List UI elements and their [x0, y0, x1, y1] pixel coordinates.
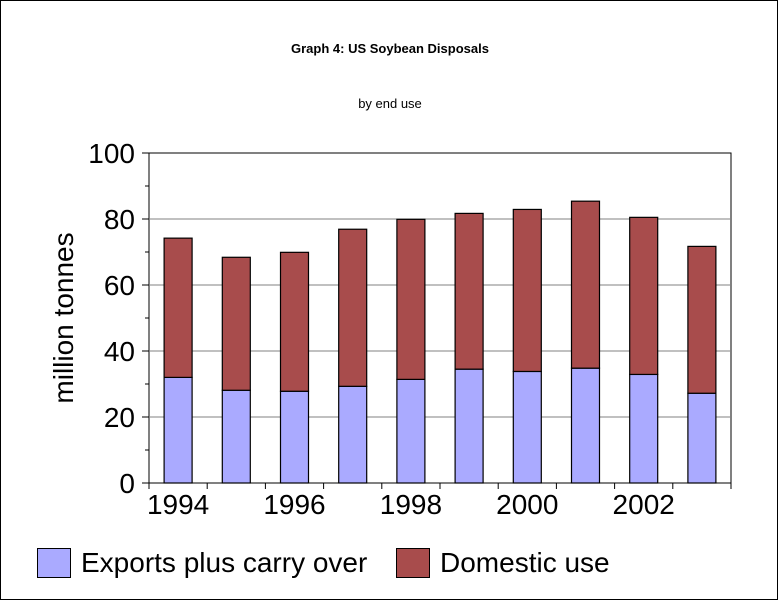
y-tick-label: 60	[104, 270, 135, 301]
x-tick-label: 1998	[380, 489, 442, 520]
bar-domestic-2002	[629, 216, 659, 376]
chart-subtitle: by end use	[358, 96, 422, 111]
bar-domestic-1994	[163, 237, 193, 378]
bar-domestic-1998	[396, 218, 426, 380]
bar-exports-1995	[221, 389, 251, 484]
bar-domestic-2001	[570, 200, 601, 369]
bar-exports-1999	[454, 368, 484, 484]
y-tick-label: 80	[104, 204, 135, 235]
legend-label-domestic: Domestic use	[440, 547, 610, 578]
bar-domestic-1999	[454, 212, 484, 370]
legend-swatch-exports	[37, 548, 71, 578]
bar-exports-1998	[396, 378, 426, 484]
x-tick-label: 1994	[147, 489, 209, 520]
bar-exports-2003	[687, 392, 717, 484]
chart-title: Graph 4: US Soybean Disposals	[291, 41, 489, 56]
bar-domestic-1995	[221, 256, 251, 391]
y-tick-label: 100	[88, 138, 135, 169]
bar-domestic-2003	[687, 245, 717, 394]
legend-item-domestic: Domestic use	[396, 547, 610, 579]
y-tick-label: 0	[119, 468, 135, 499]
legend-item-exports: Exports plus carry over	[37, 547, 367, 579]
legend-label-exports: Exports plus carry over	[81, 547, 368, 578]
x-tick-label: 2000	[496, 489, 558, 520]
y-tick-label: 40	[104, 336, 135, 367]
bar-exports-2000	[512, 370, 542, 484]
bar-exports-1997	[338, 385, 368, 484]
bar-domestic-1997	[338, 228, 368, 387]
bar-exports-1996	[279, 390, 310, 484]
y-axis-label: million tonnes	[48, 232, 79, 403]
bar-domestic-2000	[512, 208, 542, 373]
bar-exports-2001	[570, 367, 601, 484]
bar-exports-1994	[163, 376, 193, 484]
legend-swatch-domestic	[396, 548, 430, 578]
bar-exports-2002	[629, 373, 659, 484]
bar-domestic-1996	[279, 251, 310, 392]
x-tick-label: 1996	[263, 489, 325, 520]
x-tick-label: 2002	[613, 489, 675, 520]
y-tick-label: 20	[104, 402, 135, 433]
